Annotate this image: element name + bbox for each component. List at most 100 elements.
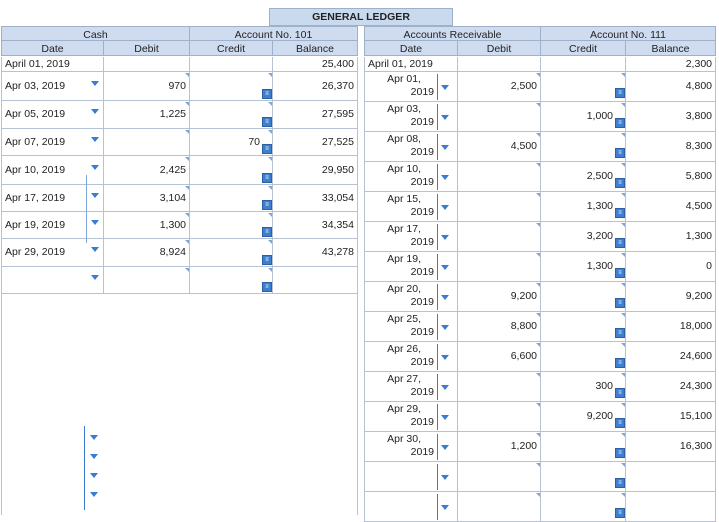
right-row-credit-cell[interactable]: ≡ [541, 72, 626, 102]
calc-edit-icon[interactable]: ≡ [615, 478, 625, 488]
right-row-balance-cell[interactable]: 4,500 [626, 192, 716, 222]
right-row-date-cell[interactable]: Apr 03, 2019 [364, 102, 458, 132]
chevron-down-icon[interactable] [441, 415, 449, 421]
left-row-debit-cell[interactable] [104, 129, 190, 156]
chevron-down-icon[interactable] [91, 165, 99, 171]
calc-edit-icon[interactable]: ≡ [615, 298, 625, 308]
left-row-credit-cell[interactable]: ≡ [190, 267, 273, 294]
left-row-credit-cell[interactable]: ≡ [190, 239, 273, 267]
right-row-date-cell[interactable]: Apr 25, 2019 [364, 312, 458, 342]
left-row-credit-cell[interactable]: 70 ≡ [190, 129, 273, 156]
calc-edit-icon[interactable]: ≡ [615, 448, 625, 458]
calc-edit-icon[interactable]: ≡ [615, 418, 625, 428]
right-row-debit-cell[interactable]: 4,500 [458, 132, 541, 162]
right-row-balance-cell[interactable]: 16,300 [626, 432, 716, 462]
left-extra-dropdown[interactable] [88, 491, 100, 501]
chevron-down-icon[interactable] [441, 295, 449, 301]
left-row-balance-cell[interactable] [273, 267, 358, 294]
right-row-date-cell[interactable] [364, 462, 458, 492]
left-row-date-cell[interactable]: Apr 29, 2019 [1, 239, 104, 267]
left-row-credit-cell[interactable]: ≡ [190, 185, 273, 212]
right-row-balance-cell[interactable]: 4,800 [626, 72, 716, 102]
calc-edit-icon[interactable]: ≡ [615, 118, 625, 128]
right-row-debit-cell[interactable] [458, 102, 541, 132]
left-row-debit-cell[interactable]: 2,425 [104, 156, 190, 185]
calc-edit-icon[interactable]: ≡ [615, 358, 625, 368]
right-row-date-cell[interactable]: Apr 15, 2019 [364, 192, 458, 222]
calc-edit-icon[interactable]: ≡ [615, 328, 625, 338]
right-row-balance-cell[interactable]: 24,300 [626, 372, 716, 402]
left-extra-dropdown[interactable] [88, 453, 100, 463]
left-row-balance-cell[interactable]: 29,950 [273, 156, 358, 185]
right-row-debit-cell[interactable] [458, 192, 541, 222]
right-row-debit-cell[interactable] [458, 162, 541, 192]
calc-edit-icon[interactable]: ≡ [615, 508, 625, 518]
chevron-down-icon[interactable] [441, 325, 449, 331]
calc-edit-icon[interactable]: ≡ [615, 268, 625, 278]
chevron-down-icon[interactable] [91, 81, 99, 87]
right-row-debit-cell[interactable] [458, 462, 541, 492]
left-extra-dropdown[interactable] [88, 434, 100, 444]
right-row-date-cell[interactable] [364, 492, 458, 522]
left-row-date-cell[interactable]: Apr 07, 2019 [1, 129, 104, 156]
left-extra-dropdown[interactable] [88, 472, 100, 482]
calc-edit-icon[interactable]: ≡ [615, 208, 625, 218]
left-row-date-cell[interactable]: Apr 05, 2019 [1, 101, 104, 129]
calc-edit-icon[interactable]: ≡ [615, 178, 625, 188]
left-row-debit-cell[interactable]: 1,300 [104, 212, 190, 239]
left-row-balance-cell[interactable]: 33,054 [273, 185, 358, 212]
right-row-credit-cell[interactable]: ≡ [541, 432, 626, 462]
right-row-debit-cell[interactable] [458, 492, 541, 522]
right-row-date-cell[interactable]: Apr 26, 2019 [364, 342, 458, 372]
chevron-down-icon[interactable] [91, 109, 99, 115]
chevron-down-icon[interactable] [441, 145, 449, 151]
chevron-down-icon[interactable] [441, 445, 449, 451]
calc-edit-icon[interactable]: ≡ [262, 173, 272, 183]
right-row-credit-cell[interactable]: 1,000 ≡ [541, 102, 626, 132]
left-row-balance-cell[interactable]: 27,595 [273, 101, 358, 129]
right-row-balance-cell[interactable]: 5,800 [626, 162, 716, 192]
calc-edit-icon[interactable]: ≡ [262, 117, 272, 127]
left-row-date-cell[interactable]: Apr 10, 2019 [1, 156, 104, 185]
right-row-debit-cell[interactable]: 9,200 [458, 282, 541, 312]
chevron-down-icon[interactable] [91, 275, 99, 281]
calc-edit-icon[interactable]: ≡ [262, 200, 272, 210]
left-row-debit-cell[interactable]: 8,924 [104, 239, 190, 267]
right-row-date-cell[interactable]: Apr 19, 2019 [364, 252, 458, 282]
right-row-balance-cell[interactable]: 8,300 [626, 132, 716, 162]
left-row-credit-cell[interactable]: ≡ [190, 156, 273, 185]
chevron-down-icon[interactable] [441, 115, 449, 121]
left-row-date-cell[interactable]: Apr 19, 2019 [1, 212, 104, 239]
chevron-down-icon[interactable] [441, 355, 449, 361]
right-row-balance-cell[interactable] [626, 492, 716, 522]
right-row-balance-cell[interactable]: 0 [626, 252, 716, 282]
chevron-down-icon[interactable] [441, 475, 449, 481]
left-row-date-cell[interactable]: Apr 17, 2019 [1, 185, 104, 212]
chevron-down-icon[interactable] [91, 247, 99, 253]
right-row-balance-cell[interactable] [626, 462, 716, 492]
left-row-credit-cell[interactable]: ≡ [190, 212, 273, 239]
chevron-down-icon[interactable] [441, 175, 449, 181]
right-row-date-cell[interactable]: Apr 08, 2019 [364, 132, 458, 162]
chevron-down-icon[interactable] [441, 205, 449, 211]
right-row-balance-cell[interactable]: 15,100 [626, 402, 716, 432]
right-row-balance-cell[interactable]: 1,300 [626, 222, 716, 252]
calc-edit-icon[interactable]: ≡ [262, 227, 272, 237]
chevron-down-icon[interactable] [90, 435, 98, 441]
right-row-debit-cell[interactable]: 8,800 [458, 312, 541, 342]
right-row-date-cell[interactable]: Apr 29, 2019 [364, 402, 458, 432]
right-row-debit-cell[interactable] [458, 402, 541, 432]
right-row-credit-cell[interactable]: 1,300 ≡ [541, 192, 626, 222]
left-row-debit-cell[interactable]: 970 [104, 72, 190, 101]
left-row-debit-cell[interactable] [104, 267, 190, 294]
right-row-date-cell[interactable]: Apr 27, 2019 [364, 372, 458, 402]
right-row-credit-cell[interactable]: ≡ [541, 312, 626, 342]
calc-edit-icon[interactable]: ≡ [615, 238, 625, 248]
right-row-balance-cell[interactable]: 24,600 [626, 342, 716, 372]
right-row-debit-cell[interactable]: 2,500 [458, 72, 541, 102]
right-row-credit-cell[interactable]: 300 ≡ [541, 372, 626, 402]
left-row-balance-cell[interactable]: 26,370 [273, 72, 358, 101]
chevron-down-icon[interactable] [91, 193, 99, 199]
left-row-credit-cell[interactable]: ≡ [190, 101, 273, 129]
chevron-down-icon[interactable] [90, 454, 98, 460]
